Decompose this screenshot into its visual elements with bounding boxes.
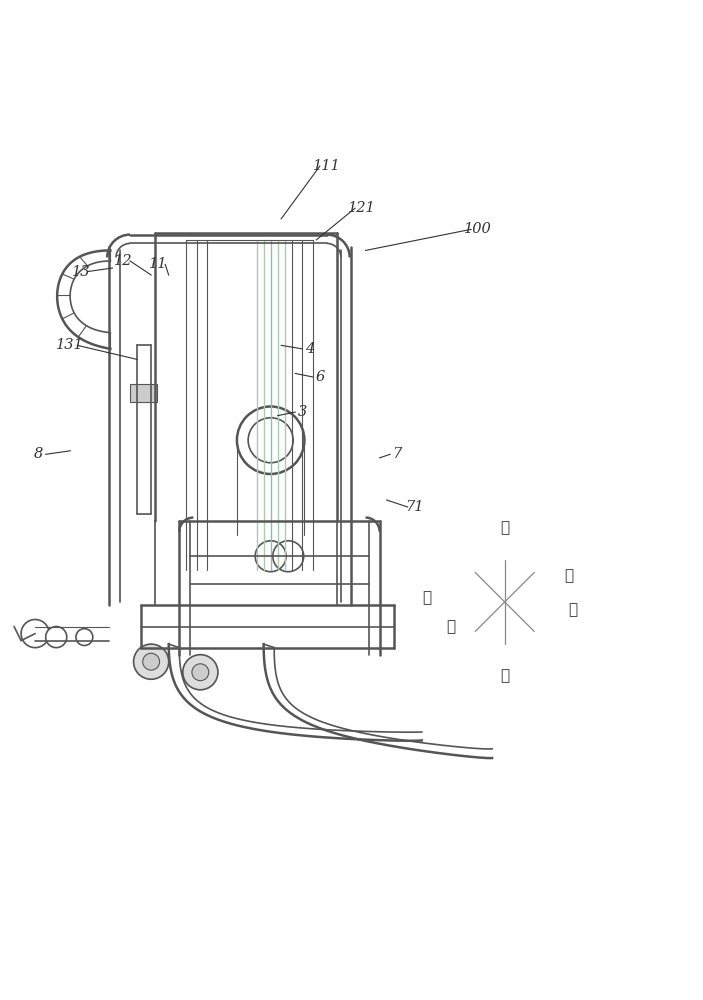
Text: 7: 7: [392, 447, 402, 461]
Text: 4: 4: [304, 342, 314, 356]
Text: 8: 8: [34, 447, 44, 461]
Text: 右: 右: [565, 570, 574, 584]
Text: 13: 13: [72, 265, 90, 279]
Circle shape: [76, 629, 93, 646]
Text: 131: 131: [56, 338, 84, 352]
Text: 121: 121: [348, 201, 376, 215]
Text: 后: 后: [422, 591, 431, 605]
Text: 71: 71: [406, 500, 424, 514]
Text: 11: 11: [149, 257, 167, 271]
Text: 前: 前: [568, 603, 577, 617]
Circle shape: [134, 644, 169, 679]
Text: 上: 上: [501, 521, 509, 535]
FancyBboxPatch shape: [130, 384, 157, 402]
Circle shape: [192, 664, 209, 681]
Circle shape: [21, 620, 49, 648]
Text: 下: 下: [501, 669, 509, 683]
Text: 12: 12: [114, 254, 132, 268]
Circle shape: [143, 653, 160, 670]
Text: 左: 左: [446, 620, 456, 634]
Text: 100: 100: [464, 222, 492, 236]
Circle shape: [183, 655, 218, 690]
Text: 111: 111: [313, 159, 341, 173]
Text: 6: 6: [315, 370, 325, 384]
Text: 3: 3: [297, 405, 307, 419]
Circle shape: [46, 627, 67, 648]
